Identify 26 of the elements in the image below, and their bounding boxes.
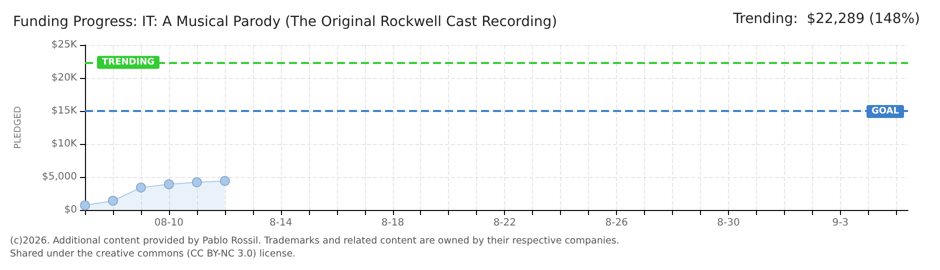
ref-line-label: TRENDING xyxy=(102,57,154,68)
chart-title: Funding Progress: IT: A Musical Parody (The Original Rockwell Cast Recording) xyxy=(13,14,558,30)
x-tick-label: 9-3 xyxy=(832,218,849,228)
x-tick-label: 8-30 xyxy=(717,218,740,228)
text: (c)2026. Additional content provided by Pablo Rossil. Trademarks and related content are owned by their respective companies. xyxy=(10,236,620,246)
text: Shared under the creative commons (CC BY-NC 3.0) license. xyxy=(10,248,296,260)
x-tick-label: 08-10 xyxy=(154,218,184,228)
y-tick-label: $5,000 xyxy=(42,172,77,182)
point xyxy=(80,200,90,210)
text: Trending: $22,289 (148%) xyxy=(732,11,920,27)
x-tick-label: 8-26 xyxy=(605,218,628,228)
y-tick-label: $20K xyxy=(51,72,78,84)
y-tick-label: $15K xyxy=(51,106,78,116)
point xyxy=(136,182,146,193)
y-tick-label: $10K xyxy=(51,138,78,150)
y-tick-label: $0 xyxy=(64,204,77,216)
x-tick-label: 8-14 xyxy=(269,218,292,228)
ref-line-label: GOAL xyxy=(872,106,900,116)
y-axis-title: PLEDGED xyxy=(14,106,24,149)
point xyxy=(220,176,230,186)
point xyxy=(108,196,118,206)
y-tick-label: $25K xyxy=(51,40,78,50)
x-tick-label: 8-18 xyxy=(381,218,404,228)
point xyxy=(164,179,174,190)
x-tick-label: 8-22 xyxy=(493,218,516,228)
point xyxy=(192,177,202,188)
